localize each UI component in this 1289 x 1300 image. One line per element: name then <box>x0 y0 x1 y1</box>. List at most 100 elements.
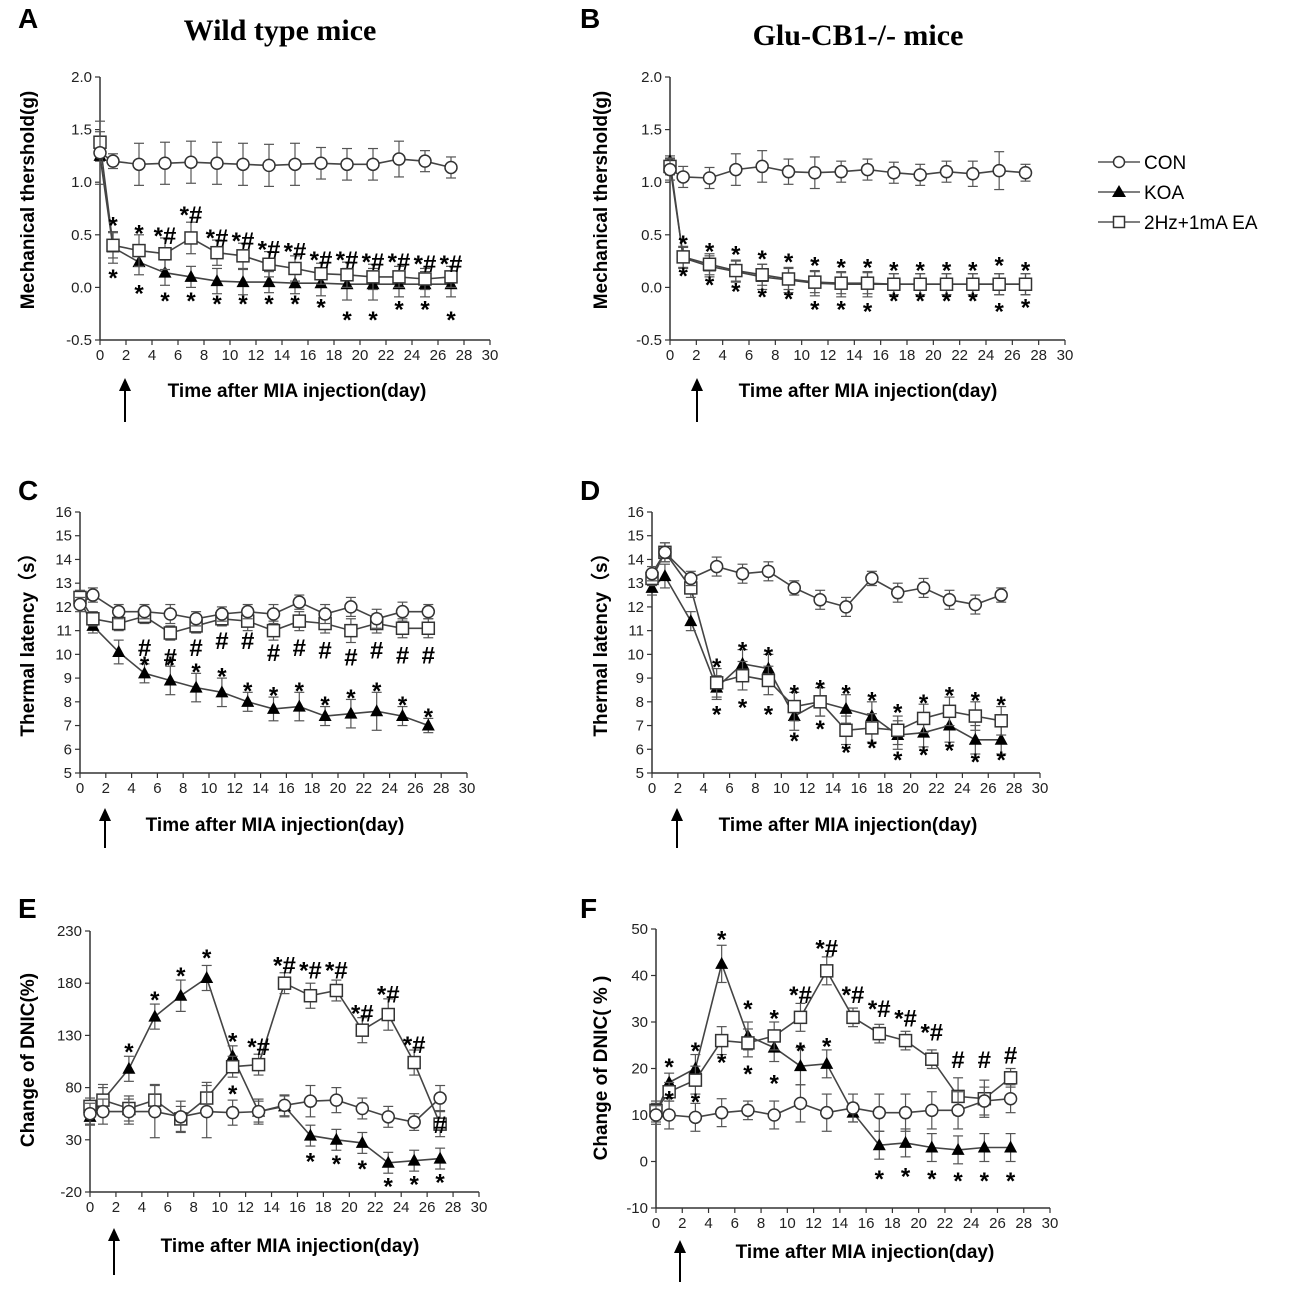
x-tick-label: 20 <box>910 1215 927 1232</box>
data-point <box>925 1103 939 1118</box>
significance-mark: * <box>243 678 253 705</box>
data-point <box>303 1094 318 1108</box>
x-tick-label: 12 <box>226 780 243 797</box>
data-point <box>939 277 954 291</box>
data-point <box>839 600 853 614</box>
data-point <box>819 1105 834 1120</box>
panel-label: B <box>580 3 600 34</box>
significance-mark: # <box>164 645 177 672</box>
data-point <box>793 1059 807 1072</box>
significance-mark: * <box>295 678 305 705</box>
y-tick-label: 13 <box>55 575 72 592</box>
y-tick-label: 10 <box>55 646 72 663</box>
legend-con-label: CON <box>1144 153 1186 174</box>
significance-mark: * <box>678 231 688 258</box>
y-tick-label: 20 <box>631 1061 648 1078</box>
y-tick-label: 8 <box>64 694 72 711</box>
x-tick-label: 24 <box>381 780 398 797</box>
data-point <box>846 1010 860 1025</box>
injection-arrow-head <box>671 808 683 821</box>
significance-mark: # <box>293 635 306 662</box>
data-point <box>658 569 672 582</box>
data-point <box>122 1104 136 1119</box>
x-tick-label: 14 <box>846 347 863 364</box>
data-point <box>968 597 983 612</box>
x-tick-label: 18 <box>315 1199 332 1216</box>
significance-mark: * <box>863 299 873 326</box>
y-tick-label: 30 <box>631 1014 648 1031</box>
data-point <box>994 732 1008 745</box>
y-tick-label: 8 <box>636 694 644 711</box>
column-title-glu-cb1: Glu-CB1-/- mice <box>753 19 964 52</box>
data-point <box>421 718 435 731</box>
series-con <box>649 1084 1018 1132</box>
significance-mark: * <box>1006 1168 1016 1195</box>
data-point <box>820 1056 834 1069</box>
data-point <box>684 614 698 627</box>
significance-mark: *# <box>377 982 400 1009</box>
x-tick-label: 26 <box>989 1215 1006 1232</box>
data-point <box>381 1110 395 1124</box>
x-tick-label: 4 <box>718 347 726 364</box>
significance-mark: *# <box>842 982 865 1009</box>
significance-mark: * <box>424 704 434 731</box>
y-tick-label: 1.5 <box>641 122 662 139</box>
significance-mark: *# <box>351 1000 374 1027</box>
significance-mark: * <box>770 1070 780 1097</box>
x-tick-label: 24 <box>978 347 995 364</box>
significance-mark: * <box>712 702 722 729</box>
injection-arrow-head <box>108 1228 120 1241</box>
data-point <box>148 1009 162 1022</box>
data-point <box>781 272 796 286</box>
injection-arrow-head <box>674 1240 686 1253</box>
data-point <box>813 695 827 709</box>
panel-label: F <box>580 893 597 924</box>
significance-mark: *# <box>232 228 255 255</box>
x-tick-label: 12 <box>799 780 816 797</box>
significance-mark: *# <box>247 1034 270 1061</box>
significance-mark: * <box>678 263 688 290</box>
y-tick-label: 14 <box>55 551 72 568</box>
significance-mark: *# <box>868 996 891 1023</box>
x-tick-label: 2 <box>674 780 682 797</box>
y-tick-label: 0.5 <box>641 227 662 244</box>
x-tick-label: 6 <box>725 780 733 797</box>
injection-arrow-head <box>99 808 111 821</box>
significance-mark: * <box>691 1089 701 1116</box>
data-point <box>787 699 802 714</box>
data-point <box>702 171 717 185</box>
significance-mark: * <box>968 288 978 315</box>
data-point <box>925 1052 939 1066</box>
significance-mark: * <box>134 281 144 308</box>
data-point <box>433 1151 447 1164</box>
significance-mark: * <box>124 1039 134 1066</box>
data-point <box>755 159 769 174</box>
data-point <box>381 1155 395 1168</box>
significance-mark: * <box>372 678 382 705</box>
y-tick-label: 2.0 <box>71 69 92 86</box>
data-point <box>872 1105 887 1120</box>
data-point <box>292 595 307 609</box>
significance-mark: *# <box>273 952 296 979</box>
data-point <box>834 164 848 179</box>
significance-mark: * <box>889 258 899 285</box>
data-point <box>355 1023 370 1037</box>
y-tick-label: 0.0 <box>641 279 662 296</box>
x-tick-label: 22 <box>937 1215 954 1232</box>
x-tick-label: 10 <box>779 1215 796 1232</box>
significance-mark: * <box>1021 294 1031 321</box>
data-point <box>890 585 905 600</box>
significance-mark: * <box>332 1151 342 1178</box>
x-tick-label: 22 <box>951 347 968 364</box>
data-point <box>318 709 332 722</box>
data-point <box>225 1059 240 1074</box>
y-tick-label: 40 <box>631 968 648 985</box>
data-point <box>163 673 177 686</box>
data-point <box>86 588 100 602</box>
data-point <box>262 158 276 173</box>
x-tick-label: 10 <box>222 347 239 364</box>
significance-mark: * <box>867 687 877 714</box>
data-point <box>663 162 677 177</box>
x-tick-label: 4 <box>148 347 156 364</box>
data-point <box>344 600 358 614</box>
